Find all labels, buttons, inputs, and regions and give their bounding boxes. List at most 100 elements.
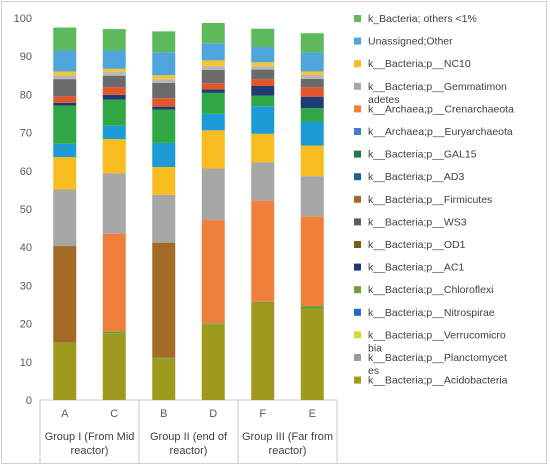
legend-swatch — [354, 60, 361, 68]
bar-segment — [53, 75, 77, 80]
x-tick-label: C — [110, 408, 118, 420]
bar-segment — [300, 74, 324, 79]
bar-segment — [53, 157, 77, 190]
bar-segment — [300, 145, 324, 177]
legend-label: k__Bacteria;p__WS3 — [368, 216, 467, 228]
bar-segment — [102, 87, 126, 95]
bar-segment — [251, 69, 275, 80]
group-label: Group I (From Mid — [45, 431, 135, 443]
legend-swatch — [354, 195, 361, 203]
bar-segment — [53, 27, 77, 51]
legend-swatch — [354, 376, 361, 384]
legend-label: k_Bacteria; others <1% — [368, 13, 477, 25]
bar-segment — [251, 47, 275, 63]
legend-label: es — [368, 365, 379, 377]
y-tick-label: 20 — [20, 319, 32, 331]
legend-swatch — [354, 105, 361, 113]
bar-segment — [300, 108, 324, 122]
bar-segment — [152, 98, 176, 107]
bar-segment — [102, 99, 126, 126]
legend-label: k__Bacteria;p__OD1 — [368, 239, 466, 251]
bar-segment — [251, 301, 275, 303]
y-tick-label: 100 — [14, 13, 32, 25]
bar-segment — [201, 113, 225, 131]
bar-segment — [102, 71, 126, 76]
y-tick-label: 50 — [20, 204, 32, 216]
legend-swatch — [354, 308, 361, 316]
bar-segment — [251, 200, 275, 302]
legend-label: k__Bacteria;p__Chloroflexi — [368, 284, 494, 296]
legend-swatch — [354, 331, 361, 339]
bar-segment — [201, 22, 225, 44]
legend-label: Unassigned;Other — [368, 36, 453, 48]
bar-segment — [201, 66, 225, 70]
legend-swatch — [354, 82, 361, 90]
bar-segment — [251, 95, 275, 107]
y-tick-label: 70 — [20, 128, 32, 140]
bar-segment — [53, 96, 77, 103]
bar-segment — [251, 106, 275, 134]
bar-segment — [201, 220, 225, 324]
legend-swatch — [354, 150, 361, 158]
legend-label: k__Bacteria;p__Verrucomicro — [368, 329, 506, 341]
x-tick-label: D — [209, 408, 217, 420]
legend-swatch — [354, 15, 361, 22]
legend-label: k__Bacteria;p__Firmicutes — [368, 194, 492, 206]
bar-segment — [53, 105, 77, 144]
bar-segment — [152, 194, 176, 243]
bar-segment — [152, 106, 176, 110]
bar-segment — [152, 242, 176, 358]
bar-segment — [53, 246, 77, 343]
bar-segment — [201, 168, 225, 221]
bar-segment — [300, 52, 324, 72]
bar-segment — [152, 52, 176, 76]
group-label: Group III (Far from — [242, 431, 333, 443]
bar-segment — [201, 69, 225, 84]
y-tick-label: 90 — [20, 51, 32, 63]
bar-segment — [201, 83, 225, 90]
legend-label: k__Bacteria;p__Gemmatimon — [368, 81, 507, 93]
bar-segment — [152, 82, 176, 99]
bar-segment — [201, 43, 225, 61]
bar-segment — [201, 324, 225, 400]
x-tick-label: F — [259, 408, 266, 420]
bar-segment — [152, 31, 176, 53]
bar-segment — [251, 302, 275, 400]
bar-segment — [300, 306, 324, 310]
y-tick-label: 10 — [20, 357, 32, 369]
bar-segment — [251, 162, 275, 201]
bar-segment — [300, 33, 324, 53]
bar-segment — [300, 87, 324, 97]
bar-segment — [201, 60, 225, 67]
y-tick-label: 40 — [20, 242, 32, 254]
bar-segment — [152, 79, 176, 83]
bar-segment — [152, 357, 176, 359]
bar-segment — [300, 309, 324, 400]
legend-swatch — [354, 173, 361, 181]
bar-segment — [251, 85, 275, 96]
bar-segment — [300, 121, 324, 146]
bar-segment — [152, 142, 176, 167]
bar-segment — [251, 79, 275, 86]
bar-segment — [102, 233, 126, 332]
bar-segment — [53, 189, 77, 247]
legend-swatch — [354, 263, 361, 271]
legend-label: k__Bacteria;p__Planctomycet — [368, 352, 507, 364]
bar-segment — [102, 94, 126, 100]
bar-segment — [53, 143, 77, 158]
bar-segment — [53, 342, 77, 400]
legend-label: adetes — [368, 94, 400, 106]
y-tick-label: 0 — [26, 395, 32, 407]
bar-segment — [102, 331, 126, 334]
bar-segment — [102, 29, 126, 51]
legend-swatch — [354, 128, 361, 135]
bar-segment — [300, 216, 324, 307]
x-tick-label: B — [160, 408, 167, 420]
group-label: reactor) — [71, 445, 109, 457]
legend-label: k__Bacteria;p__GAL15 — [368, 149, 477, 161]
legend-swatch — [354, 354, 361, 361]
legend-label: bia — [368, 342, 382, 354]
bar-segment — [201, 130, 225, 169]
bar-segment — [53, 79, 77, 97]
